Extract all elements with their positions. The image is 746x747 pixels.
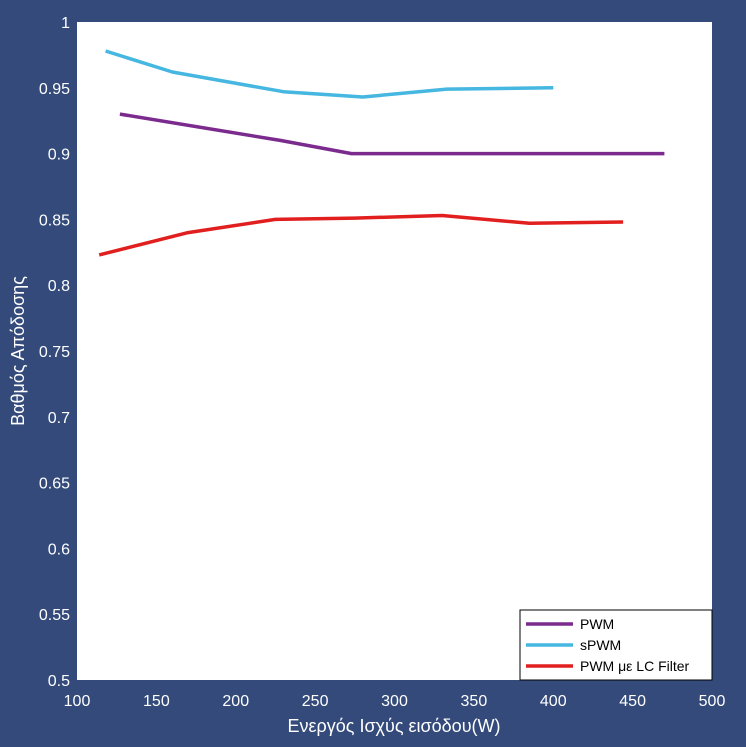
y-tick-label: 0.7 — [48, 410, 70, 427]
x-tick-label: 100 — [64, 693, 91, 710]
y-tick-label: 1 — [61, 15, 70, 32]
y-tick-label: 0.95 — [39, 81, 70, 98]
y-tick-label: 0.8 — [48, 278, 70, 295]
series-line-1 — [105, 49, 554, 99]
x-tick-label: 450 — [619, 693, 646, 710]
x-tick-label: 400 — [540, 693, 567, 710]
y-tick-label: 0.55 — [39, 607, 70, 624]
x-tick-label: 500 — [699, 693, 726, 710]
legend-label-2: PWM με LC Filter — [580, 658, 690, 674]
y-tick-labels: 0.5 0.55 0.6 0.65 0.7 0.75 0.8 0.85 0.9 0.95 1 — [39, 15, 70, 690]
series-line-0 — [119, 112, 665, 156]
x-tick-label: 250 — [302, 693, 329, 710]
y-tick-label: 0.6 — [48, 541, 70, 558]
legend-label-1: sPWM — [580, 637, 621, 653]
y-axis-label: Βαθμός Απόδοσης — [8, 276, 28, 426]
y-tick-label: 0.9 — [48, 147, 70, 164]
y-tick-label: 0.65 — [39, 476, 70, 493]
series-lines — [98, 49, 665, 257]
plot-area — [77, 22, 712, 680]
legend-label-0: PWM — [580, 616, 614, 632]
x-tick-label: 150 — [143, 693, 170, 710]
x-tick-label: 200 — [222, 693, 249, 710]
x-axis-label: Ενεργός Ισχύς εισόδου(W) — [287, 716, 500, 736]
y-tick-label: 0.85 — [39, 212, 70, 229]
series-line-2 — [98, 213, 624, 257]
x-tick-label: 300 — [381, 693, 408, 710]
x-tick-label: 350 — [461, 693, 488, 710]
legend: PWM sPWM PWM με LC Filter — [519, 609, 713, 681]
x-tick-labels: 100 150 200 250 300 350 400 450 500 — [64, 693, 726, 710]
y-tick-label: 0.75 — [39, 344, 70, 361]
y-tick-label: 0.5 — [48, 673, 70, 690]
